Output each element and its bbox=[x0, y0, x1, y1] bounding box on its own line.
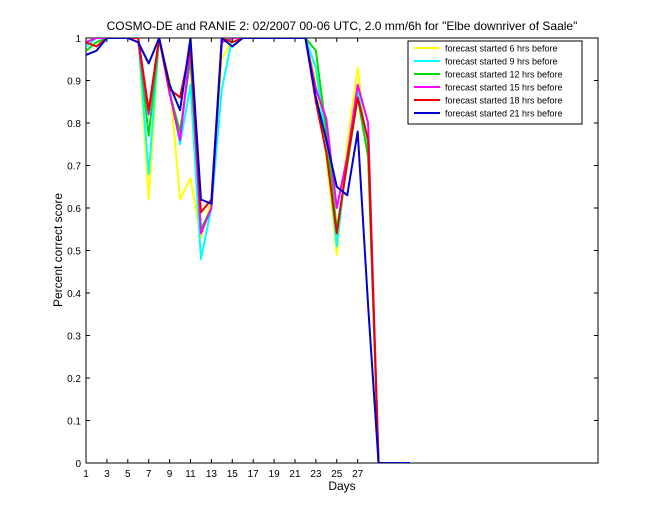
x-tick-label: 23 bbox=[310, 469, 322, 480]
y-tick-label: 0.8 bbox=[67, 119, 81, 130]
y-tick-label: 0.9 bbox=[67, 77, 81, 88]
legend-label: forecast started 15 hrs before bbox=[445, 83, 563, 93]
y-tick-label: 0.5 bbox=[67, 247, 81, 258]
x-tick-label: 25 bbox=[331, 469, 343, 480]
legend-label: forecast started 6 hrs before bbox=[445, 44, 558, 54]
legend-box bbox=[407, 40, 583, 125]
y-tick-label: 1 bbox=[75, 34, 81, 45]
x-tick-label: 5 bbox=[125, 469, 131, 480]
x-tick-label: 7 bbox=[146, 469, 152, 480]
x-tick-label: 13 bbox=[206, 469, 218, 480]
y-tick-label: 0.7 bbox=[67, 162, 81, 173]
legend-label: forecast started 21 hrs before bbox=[445, 109, 563, 119]
series-line-6 bbox=[86, 38, 410, 463]
y-tick-label: 0.3 bbox=[67, 332, 81, 343]
x-tick-label: 9 bbox=[167, 469, 173, 480]
y-tick-label: 0 bbox=[75, 459, 81, 470]
y-tick-label: 0.6 bbox=[67, 204, 81, 215]
y-tick-label: 0.4 bbox=[67, 289, 81, 300]
x-tick-label: 21 bbox=[289, 469, 301, 480]
legend-label: forecast started 18 hrs before bbox=[445, 96, 563, 106]
x-tick-label: 11 bbox=[185, 469, 196, 480]
x-tick-label: 1 bbox=[83, 469, 89, 480]
x-tick-label: 15 bbox=[227, 469, 239, 480]
series-line-5 bbox=[86, 38, 410, 463]
y-tick-label: 0.1 bbox=[67, 417, 81, 428]
x-tick-label: 27 bbox=[352, 469, 364, 480]
x-tick-label: 17 bbox=[248, 469, 260, 480]
legend-label: forecast started 12 hrs before bbox=[445, 70, 563, 80]
x-tick-label: 3 bbox=[104, 469, 110, 480]
x-axis-label: Days bbox=[328, 479, 355, 493]
legend: forecast started 6 hrs before forecast st… bbox=[407, 40, 583, 125]
y-axis-label: Percent correct score bbox=[51, 193, 65, 307]
x-tick-label: 19 bbox=[269, 469, 281, 480]
chart-title: COSMO-DE and RANIE 2: 02/2007 00-06 UTC,… bbox=[107, 19, 578, 33]
legend-label: forecast started 9 hrs before bbox=[445, 57, 558, 67]
y-tick-label: 0.2 bbox=[67, 374, 81, 385]
